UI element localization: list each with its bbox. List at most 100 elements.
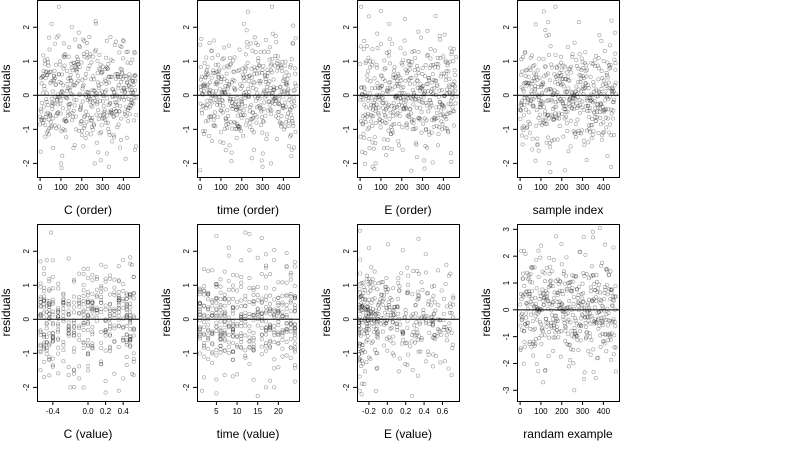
data-point <box>124 104 129 109</box>
data-point <box>222 328 227 333</box>
data-point <box>133 73 138 78</box>
data-point <box>382 322 387 327</box>
data-point <box>609 18 614 23</box>
data-point <box>359 364 364 369</box>
data-point <box>441 114 446 119</box>
data-point <box>247 339 252 344</box>
x-tick-label: 200 <box>555 407 569 416</box>
data-point <box>399 329 404 334</box>
data-point <box>447 84 452 89</box>
data-point <box>129 262 134 267</box>
data-point <box>124 332 129 337</box>
data-point <box>67 102 72 107</box>
data-point <box>371 104 376 109</box>
data-point <box>450 108 455 113</box>
data-point <box>212 110 217 115</box>
data-point <box>358 271 363 276</box>
data-point <box>89 118 94 123</box>
data-point <box>285 115 290 120</box>
data-point <box>251 299 256 304</box>
data-point <box>607 318 612 323</box>
data-point <box>593 63 598 68</box>
data-point <box>111 89 116 94</box>
data-point <box>369 86 374 91</box>
data-point <box>390 320 395 325</box>
data-point <box>374 95 379 100</box>
data-point <box>66 320 71 325</box>
data-point <box>86 303 91 308</box>
data-point <box>367 146 372 151</box>
data-point <box>124 114 129 119</box>
data-point <box>50 356 55 361</box>
data-point <box>255 65 260 70</box>
points-p7 <box>357 228 456 398</box>
data-point <box>124 314 129 319</box>
data-point <box>109 110 114 115</box>
data-point <box>417 97 422 102</box>
data-point <box>418 105 423 110</box>
data-point <box>525 289 530 294</box>
data-point <box>88 118 93 123</box>
data-point <box>246 94 251 99</box>
data-point <box>197 318 202 323</box>
data-point <box>524 324 529 329</box>
data-point <box>612 97 617 102</box>
data-point <box>281 90 286 95</box>
data-point <box>44 326 49 331</box>
data-point <box>381 109 386 114</box>
data-point <box>430 160 435 165</box>
data-point <box>582 143 587 148</box>
data-point <box>405 319 410 324</box>
data-point <box>108 101 113 106</box>
data-point <box>369 119 374 124</box>
data-point <box>107 324 112 329</box>
data-point <box>411 121 416 126</box>
data-point <box>103 333 108 338</box>
data-point <box>605 60 610 65</box>
data-point <box>381 96 386 101</box>
data-point <box>209 48 214 53</box>
data-point <box>58 161 63 166</box>
data-point <box>390 319 395 324</box>
data-point <box>571 96 576 101</box>
data-point <box>602 308 607 313</box>
data-point <box>362 297 367 302</box>
data-point <box>377 300 382 305</box>
data-point <box>283 81 288 86</box>
data-point <box>561 314 566 319</box>
data-point <box>540 83 545 88</box>
data-point <box>537 336 542 341</box>
data-point <box>597 282 602 287</box>
data-point <box>116 305 121 310</box>
x-tick-label: 0 <box>518 183 523 192</box>
data-point <box>371 286 376 291</box>
data-point <box>418 117 423 122</box>
data-point <box>128 84 133 89</box>
data-point <box>535 142 540 147</box>
data-point <box>386 242 391 247</box>
data-point <box>98 67 103 72</box>
data-point <box>41 53 46 58</box>
data-point <box>611 352 616 357</box>
data-point <box>378 42 383 47</box>
data-point <box>433 337 438 342</box>
data-point <box>530 136 535 141</box>
data-point <box>423 359 428 364</box>
data-point <box>366 277 371 282</box>
data-point <box>565 311 570 316</box>
data-point <box>365 127 370 132</box>
data-point <box>560 302 565 307</box>
data-point <box>609 291 614 296</box>
data-point <box>411 269 416 274</box>
data-point <box>391 311 396 316</box>
data-point <box>558 97 563 102</box>
data-point <box>359 392 364 397</box>
data-point <box>251 347 256 352</box>
data-point <box>540 80 545 85</box>
data-point <box>64 89 69 94</box>
data-point <box>202 292 207 297</box>
data-point <box>562 64 567 69</box>
data-point <box>235 344 240 349</box>
data-point <box>431 62 436 67</box>
data-point <box>206 292 211 297</box>
